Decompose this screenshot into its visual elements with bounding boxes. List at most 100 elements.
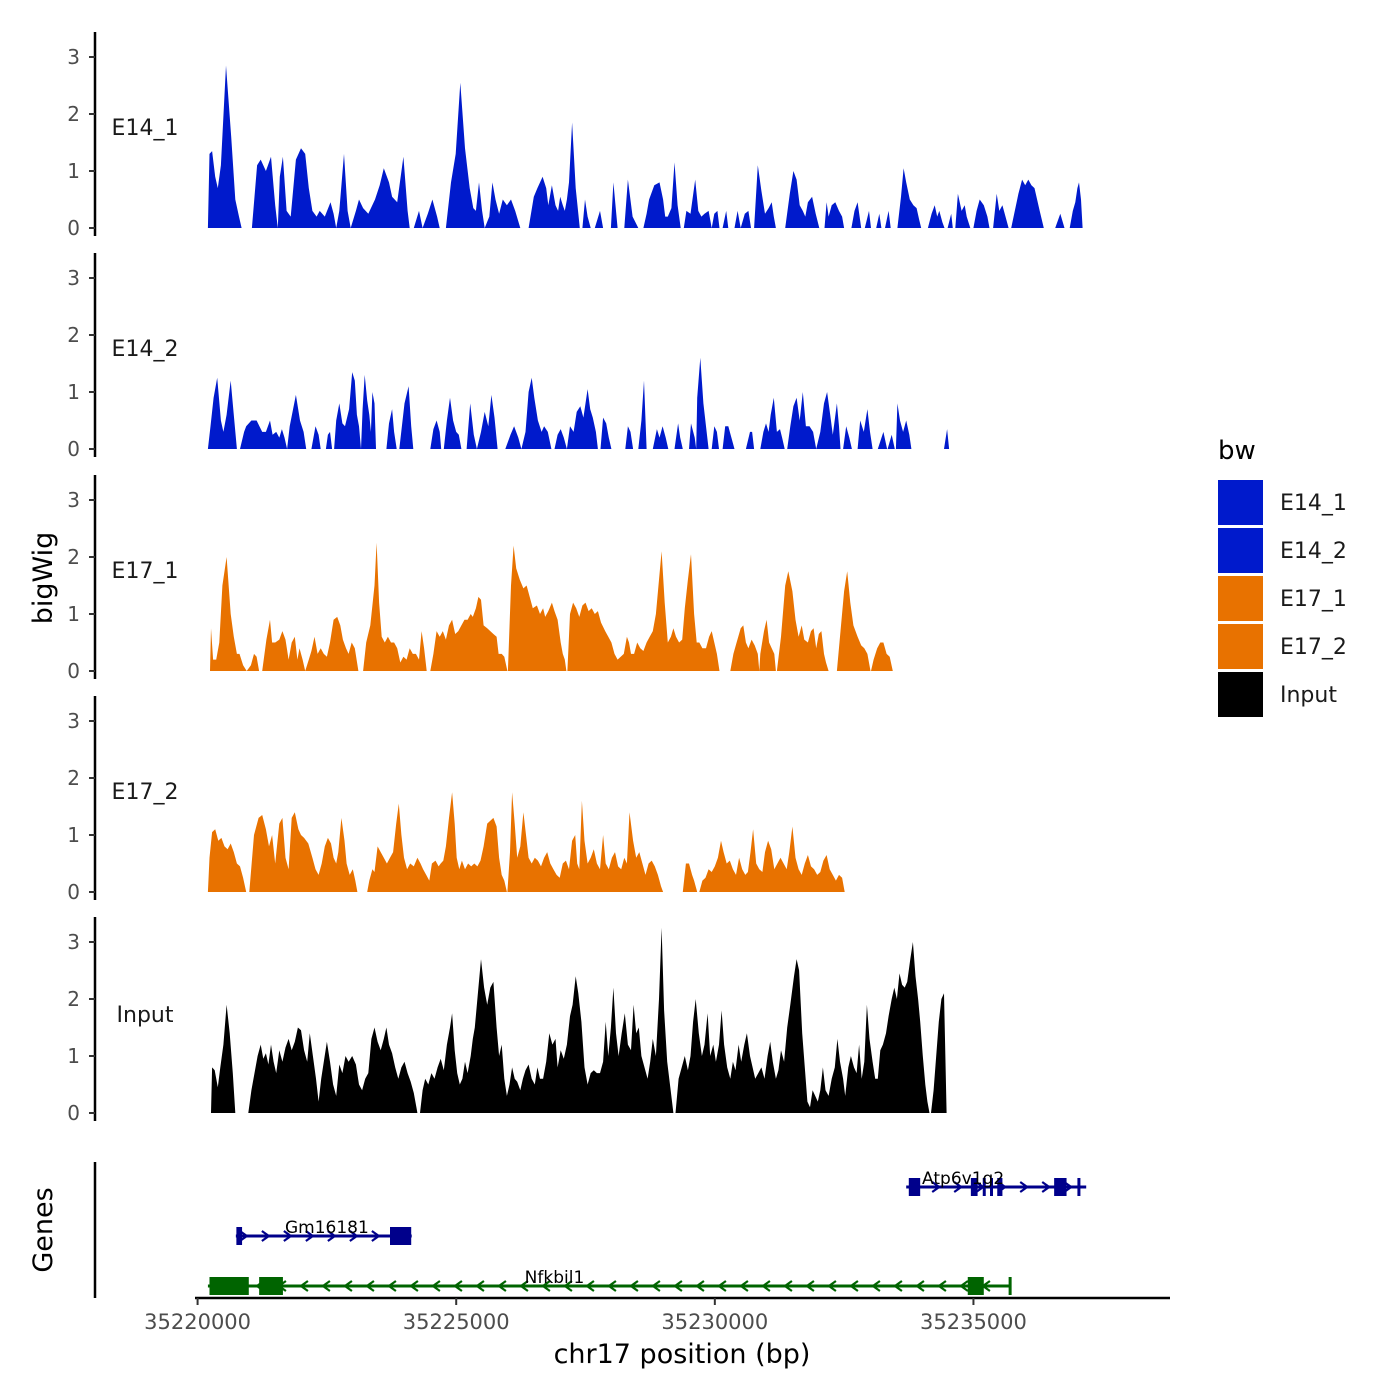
y-tick-label: 2 [67, 102, 80, 126]
y-tick-label: 0 [67, 659, 80, 683]
strand-arrow [607, 1280, 617, 1292]
gene-Gm16181: Gm16181 [235, 1218, 412, 1245]
y-tick-label: 1 [67, 602, 80, 626]
strand-arrow [893, 1280, 903, 1292]
strand-arrow [431, 1280, 441, 1292]
y-tick-label: 3 [67, 45, 80, 69]
strand-arrow [761, 1280, 771, 1292]
strand-arrow [585, 1280, 595, 1292]
strand-arrow [299, 1280, 309, 1292]
gene-exon [1008, 1277, 1012, 1295]
strand-arrow [519, 1280, 529, 1292]
track-E17_2: 0 1 2 3 E17_2 [67, 696, 845, 904]
strand-arrow [953, 1181, 964, 1193]
y-tick-label: 3 [67, 930, 80, 954]
y-axis-title: bigWig [28, 532, 59, 625]
strand-arrow [673, 1280, 683, 1292]
y-tick-label: 0 [67, 1101, 80, 1125]
y-tick-label: 0 [67, 216, 80, 240]
y-tick-label: 2 [67, 766, 80, 790]
strand-arrow [783, 1280, 793, 1292]
y-tick-label: 3 [67, 488, 80, 512]
y-tick-label: 3 [67, 709, 80, 733]
track-E14_1: 0 1 2 3 E14_1 [67, 32, 1083, 240]
legend-swatch [1218, 528, 1263, 573]
gene-Nfkbil1: Nfkbil1 [207, 1268, 1012, 1295]
strand-arrow [931, 1181, 942, 1193]
strand-arrow [937, 1280, 947, 1292]
strand-arrow [475, 1280, 485, 1292]
strand-arrow [305, 1230, 315, 1242]
legend-entry-E17_2: E17_2 [1218, 624, 1347, 669]
strand-arrow [629, 1280, 639, 1292]
gene-Atp6v1g2: Atp6v1g2 [906, 1169, 1087, 1196]
gene-exon [390, 1227, 412, 1245]
y-tick-label: 1 [67, 823, 80, 847]
track-label-E14_2: E14_2 [112, 337, 179, 362]
legend-label: E17_1 [1280, 587, 1347, 612]
coverage-area-E14_2 [207, 357, 950, 449]
strand-arrow [805, 1280, 815, 1292]
strand-arrow [365, 1280, 375, 1292]
track-E17_1: 0 1 2 3 E17_1 [67, 475, 893, 683]
strand-arrow [1019, 1181, 1030, 1193]
gene-exon [236, 1227, 243, 1245]
gene-exon [997, 1178, 1003, 1196]
strand-arrow [321, 1280, 331, 1292]
strand-arrow [239, 1230, 249, 1242]
strand-arrow [541, 1280, 551, 1292]
y-tick-label: 2 [67, 987, 80, 1011]
y-tick-label: 0 [67, 437, 80, 461]
legend-label: E14_2 [1280, 539, 1347, 564]
legend-entry-Input: Input [1218, 672, 1337, 717]
x-tick-label: 35230000 [661, 1310, 768, 1334]
strand-arrow [283, 1230, 293, 1242]
gene-exon [970, 1178, 978, 1196]
gene-exon [990, 1178, 993, 1196]
y-tick-label: 3 [67, 266, 80, 290]
legend: bw E14_1 E14_2 E17_1 E17_2 Input [1218, 436, 1347, 717]
legend-entry-E17_1: E17_1 [1218, 576, 1347, 621]
gene-exon [908, 1178, 921, 1196]
strand-arrow [563, 1280, 573, 1292]
legend-label: E17_2 [1280, 635, 1347, 660]
strand-arrow [349, 1230, 359, 1242]
strand-arrow [343, 1280, 353, 1292]
x-tick-label: 35220000 [144, 1310, 251, 1334]
y-tick-label: 1 [67, 380, 80, 404]
strand-arrow [739, 1280, 749, 1292]
gene-exon [1054, 1178, 1067, 1196]
track-E14_2: 0 1 2 3 E14_2 [67, 253, 950, 461]
strand-arrow [827, 1280, 837, 1292]
x-axis-title: chr17 position (bp) [554, 1339, 811, 1370]
strand-arrow [1041, 1181, 1052, 1193]
y-tick-label: 2 [67, 323, 80, 347]
strand-arrow [717, 1280, 727, 1292]
gene-exon [209, 1277, 249, 1295]
legend-entry-E14_1: E14_1 [1218, 480, 1347, 525]
gene-exon [259, 1277, 283, 1295]
strand-arrow [371, 1230, 381, 1242]
coverage-tracks: 0 1 2 3 E14_1 0 1 2 3 E14_2 0 1 2 3 E17_1 0 1 2 3 E17_2 0 1 2 3… [67, 32, 1083, 1125]
strand-arrow [409, 1280, 419, 1292]
track-label-E17_1: E17_1 [112, 559, 179, 584]
x-tick-label: 35225000 [403, 1310, 510, 1334]
y-tick-label: 1 [67, 1044, 80, 1068]
genes-axis-title: Genes [28, 1187, 59, 1272]
gene-label: Gm16181 [285, 1218, 369, 1238]
legend-swatch [1218, 672, 1263, 717]
legend-entry-E14_2: E14_2 [1218, 528, 1347, 573]
coverage-area-E14_1 [207, 65, 1083, 228]
strand-arrow [915, 1280, 925, 1292]
strand-arrow [387, 1280, 397, 1292]
track-label-E14_1: E14_1 [112, 116, 179, 141]
strand-arrow [959, 1280, 969, 1292]
strand-arrow [695, 1280, 705, 1292]
strand-arrow [261, 1230, 271, 1242]
gene-annotation-track: Atp6v1g2 Gm16181 Nfkbil1 [93, 1162, 1087, 1298]
y-tick-label: 1 [67, 159, 80, 183]
strand-arrow [327, 1230, 337, 1242]
strand-arrow [497, 1280, 507, 1292]
legend-title: bw [1218, 436, 1256, 466]
